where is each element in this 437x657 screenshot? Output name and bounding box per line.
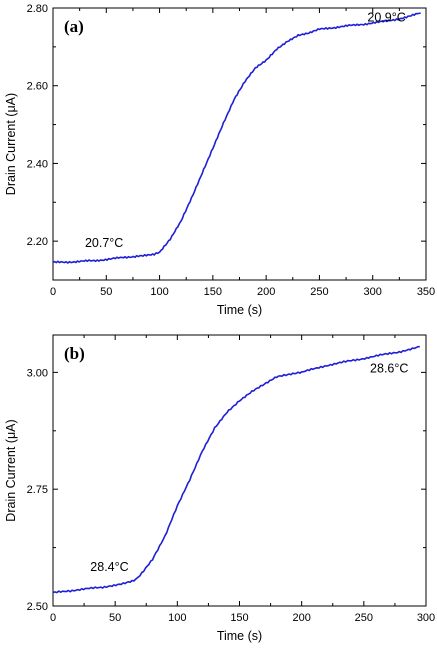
- panel-label: (a): [64, 17, 84, 36]
- y-tick-label: 2.60: [27, 81, 48, 93]
- temperature-annotation: 20.7°C: [85, 236, 123, 250]
- x-tick-label: 200: [292, 612, 310, 624]
- y-tick-label: 2.40: [27, 158, 48, 170]
- chart-panel-b: 0 50 100 150 200 250 300 2.50 2.75 3.00 Time (s) Dr…: [4, 334, 435, 643]
- x-tick-label: 200: [257, 286, 275, 298]
- x-tick-label: 300: [417, 612, 435, 624]
- y-axis-title: Drain Current (μA): [4, 93, 18, 195]
- x-axis-title: Time (s): [217, 629, 262, 643]
- x-tick-label: 100: [168, 612, 186, 624]
- x-tick-label: 150: [230, 612, 248, 624]
- chart-panel-a: 0 50 100 150 200 250 300 350 2.20 2.40 2.60 2.80 Tim…: [4, 3, 435, 317]
- temperature-annotation: 28.6°C: [370, 361, 408, 375]
- y-tick-label: 2.20: [27, 236, 48, 248]
- data-series-line: [52, 12, 421, 264]
- panel-label: (b): [64, 344, 85, 363]
- temperature-annotation: 28.4°C: [90, 560, 128, 574]
- x-tick-label: 250: [355, 612, 373, 624]
- x-tick-label: 300: [364, 286, 382, 298]
- y-axis-title: Drain Current (μA): [4, 419, 18, 521]
- y-tick-label: 3.00: [27, 367, 48, 379]
- y-tick-label: 2.75: [27, 484, 48, 496]
- x-tick-label: 50: [109, 612, 121, 624]
- data-series-line: [52, 345, 420, 594]
- y-tick-label: 2.50: [27, 601, 48, 613]
- x-axis-title: Time (s): [217, 303, 262, 317]
- x-tick-label: 250: [310, 286, 328, 298]
- x-tick-label: 0: [50, 612, 56, 624]
- x-tick-label: 350: [417, 286, 435, 298]
- y-tick-label: 2.80: [27, 3, 48, 15]
- x-tick-label: 50: [100, 286, 112, 298]
- x-tick-label: 0: [50, 286, 56, 298]
- x-tick-label: 150: [204, 286, 222, 298]
- x-tick-label: 100: [150, 286, 168, 298]
- temperature-annotation: 20.9°C: [367, 11, 405, 25]
